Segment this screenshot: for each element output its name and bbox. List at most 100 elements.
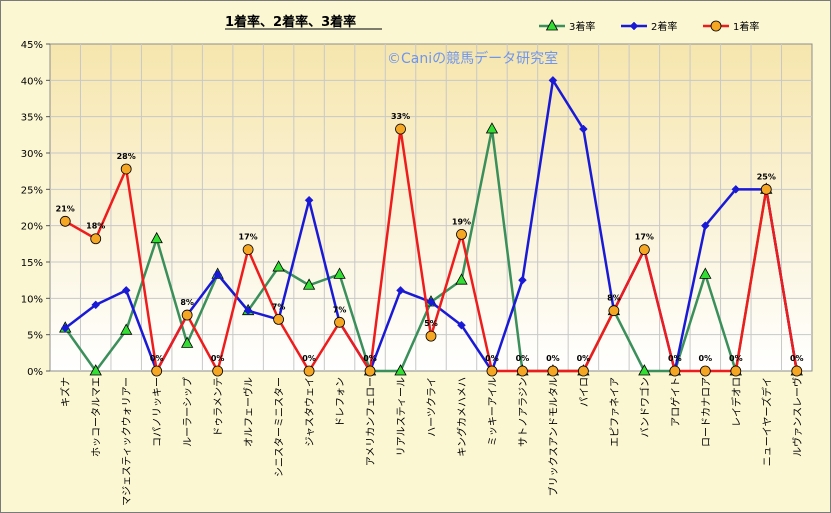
x-category-label: オルフェーヴル [242,377,255,447]
y-tick-label: 30% [21,149,43,160]
data-label: 21% [56,204,75,213]
x-category-label: ルヴァンスレーヴ [791,377,804,457]
data-label: 18% [86,222,105,231]
data-label: 0% [790,354,804,363]
x-category-label: ミッキーアイル [488,377,499,446]
x-category-label: ニューイヤーズデイ [760,377,773,466]
x-category-label: キングカメハメハ [455,377,468,457]
data-point [731,184,741,194]
x-category-label: アロゲイト [670,377,682,427]
data-label: 5% [424,319,438,328]
data-label: 0% [699,354,713,363]
x-category-label: キズナ [59,377,72,407]
watermark: ©Caniの競馬データ研究室 [387,50,558,67]
data-point [303,365,315,377]
x-category-label: ブリックスアンドモルタル [547,377,560,496]
data-point [700,221,710,231]
x-category-label: コパノリッキー [152,377,164,447]
data-point [89,364,102,376]
data-point [120,163,132,175]
data-point [455,273,468,285]
data-point [426,297,436,307]
x-category-label: マジェスティックウォリアー [121,377,133,506]
data-point [212,365,224,377]
data-label: 0% [546,354,560,363]
data-point [730,365,742,377]
x-category-label: サトノアラジン [517,377,529,447]
data-point [710,20,722,32]
data-point [121,285,131,295]
data-point [120,323,133,335]
data-point [456,228,467,240]
data-point [180,336,194,348]
data-label: 33% [391,112,410,121]
data-label: 0% [729,354,743,363]
data-label: 0% [211,354,225,363]
data-point [150,231,163,244]
data-label: 7% [333,305,347,314]
series-circle [59,123,803,377]
y-tick-label: 20% [21,222,43,233]
legend: 3着率 2着率 1着率 [539,19,759,33]
data-point [638,364,651,376]
y-tick-label: 40% [21,76,43,87]
data-label: 17% [635,233,654,242]
data-label: 8% [607,294,621,303]
x-category-label: エピファネイア [609,377,621,447]
data-point [548,75,558,85]
data-point [333,267,346,279]
x-category-label: ハーツクライ [426,377,438,437]
legend-label: 3着率 [569,20,595,33]
data-point [181,309,193,321]
data-point [396,285,405,295]
y-tick-label: 45% [21,40,43,51]
data-point [304,195,314,205]
data-point [213,269,222,279]
data-point [425,330,437,342]
data-point [395,123,406,135]
y-tick-label: 0% [27,367,43,378]
data-point [638,244,650,256]
data-label: 25% [757,172,776,181]
data-point [699,267,712,279]
data-point [334,316,345,328]
data-point [394,364,407,376]
x-category-label: リアルスティール [397,377,408,456]
x-category-label: ドゥラメンテ [213,377,225,437]
data-point [273,314,285,325]
data-point [272,260,285,272]
data-label: 8% [180,298,194,307]
data-point [791,365,803,377]
data-point [60,323,70,333]
data-point [608,305,620,317]
data-point [457,320,466,330]
data-point [669,365,681,377]
data-point [517,365,528,377]
data-label: 17% [239,233,258,242]
data-label: 19% [452,217,471,226]
data-point [364,365,376,377]
data-point [545,19,559,31]
data-point [547,365,559,377]
data-label: 7% [272,302,286,311]
y-tick-label: 15% [21,258,43,269]
x-category-label: ロードカナロア [700,377,712,447]
data-label: 0% [668,354,682,363]
data-point [579,124,588,134]
data-label: 0% [577,354,591,363]
data-point [486,365,498,377]
data-point [59,215,71,227]
x-category-label: ドレフォン [336,377,347,427]
x-category-label: ホッコータルマエ [91,377,103,457]
data-point [518,275,527,285]
chart-title: 1着率、2着率、3着率 [225,14,356,30]
y-tick-label: 35% [21,113,43,124]
data-point [91,300,101,310]
x-category-label: アメリカンフェロー [365,377,377,466]
y-tick-label: 25% [21,185,43,196]
data-label: 28% [117,152,136,161]
y-tick-label: 5% [27,331,43,342]
data-label: 0% [150,354,164,363]
